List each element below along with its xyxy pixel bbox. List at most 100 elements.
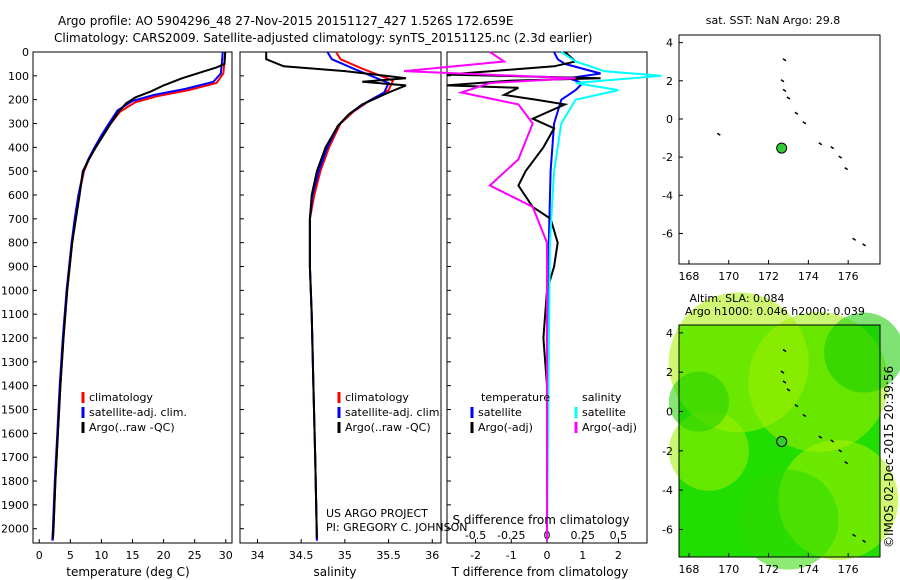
difference-legend-title-salinity: salinity [582,391,622,404]
temperature-xtick-label: 0 [36,549,43,562]
temperature-ytick-label: 200 [8,94,29,107]
sla-map-ytick-label: -4 [662,484,673,497]
difference-xtick-label: -1 [506,549,517,562]
sla-map-field-blob [738,469,839,570]
temperature-series-argo [51,51,227,539]
temperature-xtick-label: 5 [67,549,74,562]
sst-map-track-mark [782,88,787,92]
sst-map-track-mark [844,166,849,171]
sla-map-title-line2: Argo h1000: 0.046 h2000: 0.039 [685,305,865,318]
temperature-panel: 0100200300400500600700800900100011001200… [1,46,233,562]
project-line1: US ARGO PROJECT [326,507,428,520]
sla-map-field-blob [668,371,729,432]
sla-map-track-mark [794,403,799,408]
salinity-legend-label: Argo(..raw -QC) [345,421,431,434]
sst-map-xtick-label: 174 [798,270,819,283]
sst-map-ytick-label: 0 [666,113,673,126]
temperature-ytick-label: 2000 [1,523,29,536]
sla-map-track-mark [782,348,787,353]
sst-map-ytick-label: -6 [662,227,673,240]
temperature-ytick-label: 1700 [1,451,29,464]
sst-map-track-mark [782,58,787,62]
sla-map-frame [678,324,881,558]
salinity-legend-label: satellite-adj. clim. [345,406,443,419]
difference-top-label: S difference from climatology [453,513,630,527]
temperature-xtick-label: 15 [126,549,140,562]
temperature-legend-label: Argo(..raw -QC) [89,421,175,434]
difference-series-s-argo [404,51,576,541]
sla-map-field-blob [824,312,900,393]
sla-map-track-mark [852,533,857,537]
difference-xtick-label: 2 [615,549,622,562]
sla-map-xtick-label: 174 [798,563,819,576]
temperature-ytick-label: 400 [8,141,29,154]
sst-map-track-mark [838,155,843,159]
sla-map-ytick-label: -6 [662,523,673,536]
difference-top-tick-label: -0.25 [497,529,525,542]
salinity-series-argo [265,52,407,539]
sla-map-xtick-label: 168 [678,563,699,576]
sst-map-track-mark [716,132,721,136]
sla-map-track-mark [782,380,787,384]
difference-top-tick-label: -0.5 [465,529,486,542]
sla-map-float-marker [776,436,788,448]
temperature-ytick-label: 500 [8,165,29,178]
difference-xtick-label: -2 [470,549,481,562]
sst-map-xtick-label: 170 [718,270,739,283]
sla-map-field-blob [668,410,749,491]
salinity-xlabel: salinity [313,565,356,579]
temperature-ytick-label: 800 [8,237,29,250]
salinity-xtick-label: 35.5 [376,549,401,562]
temperature-xtick-label: 30 [219,549,233,562]
temperature-ytick-label: 1000 [1,284,29,297]
salinity-panel: 34 34.5 35 35.5 36 climatology satellite-adj. … [239,51,443,562]
sla-map-title-line1: Altim. SLA: 0.084 [689,292,784,305]
salinity-xtick-label: 36 [425,549,439,562]
sst-map-track-mark [780,79,785,83]
temperature-xtick-label: 20 [157,549,171,562]
sst-map-ytick-label: 4 [666,37,673,50]
sst-map-xtick-label: 176 [838,270,859,283]
header-title-line2: Climatology: CARS2009. Satellite-adjuste… [54,31,592,45]
sla-map-panel: 168 170 172 174 176 -6 -4 -2 0 2 4 [662,292,900,576]
temperature-ytick-label: 100 [8,70,29,83]
difference-series-s-satellite [546,51,662,541]
temperature-ytick-label: 900 [8,261,29,274]
salinity-xtick-label: 34.5 [289,549,314,562]
sla-map-ytick-label: 0 [666,406,673,419]
sst-map-title: sat. SST: NaN Argo: 29.8 [706,14,840,27]
difference-xtick-label: 0 [544,549,551,562]
sst-map-track-mark [862,243,866,247]
temperature-legend-label: satellite-adj. clim. [89,406,187,419]
difference-xlabel: T difference from climatology [451,565,629,579]
sla-map-track-mark [830,439,835,443]
temperature-plot-frame [32,51,233,544]
sst-map-float-marker [776,142,788,154]
difference-salinity-legend-label: satellite [582,406,626,419]
difference-top-tick-label: 0.5 [610,529,628,542]
sst-map-track-mark [830,145,835,150]
salinity-xtick-label: 35 [338,549,352,562]
temperature-ytick-label: 300 [8,118,29,131]
sla-map-track-mark [818,435,823,439]
temperature-ytick-label: 1900 [1,499,29,512]
temperature-legend-label: climatology [89,391,153,404]
temperature-ytick-label: 1100 [1,308,29,321]
salinity-plot-frame [239,51,442,544]
difference-temperature-legend-label: Argo(-adj) [478,421,533,434]
sst-map-track-mark [818,142,823,146]
sst-map-frame [678,34,881,265]
sst-map-ytick-label: -4 [662,189,673,202]
sst-map-track-mark [786,96,791,100]
header-title-line1: Argo profile: AO 5904296_48 27-Nov-2015 … [58,14,513,28]
difference-top-tick-label: 0.25 [570,529,595,542]
sla-map-track-mark [786,388,791,392]
sla-map-ytick-label: 4 [666,327,673,340]
difference-legend-title-temperature: temperature [481,391,550,404]
difference-temperature-legend-label: satellite [478,406,522,419]
sst-map-track-mark [852,237,857,241]
temperature-ytick-label: 0 [22,46,29,59]
sst-map-ytick-label: 2 [666,75,673,88]
